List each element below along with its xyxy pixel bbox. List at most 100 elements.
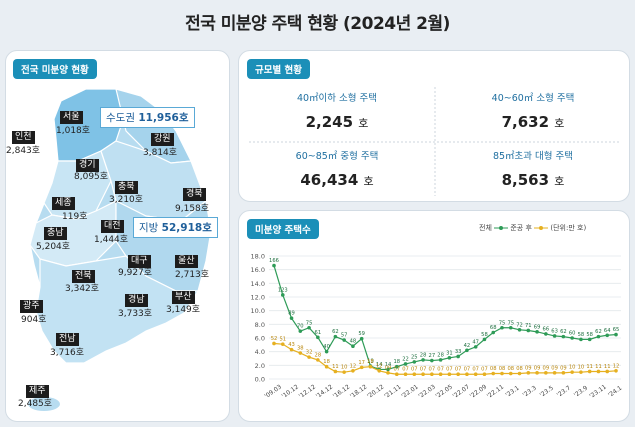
- size-cell-number-3: 46,434: [300, 171, 359, 189]
- region-value-gyeongbuk: 9,158호: [175, 204, 210, 214]
- y-tick-label: 10.0: [251, 307, 265, 315]
- data-point-total: [491, 330, 496, 335]
- local-area-label: 지방: [139, 222, 159, 234]
- x-tick-label: '22.01: [400, 383, 420, 400]
- region-value-gyeongnam: 3,733호: [118, 309, 153, 319]
- data-point-total: [307, 325, 311, 330]
- data-point-total: [438, 358, 443, 362]
- data-label-completed: 07: [464, 367, 471, 373]
- region-label-jeju: 제주: [26, 385, 49, 398]
- data-point-completed: [508, 371, 513, 376]
- data-point-completed: [394, 372, 399, 377]
- size-panel: 규모별 현황 40㎡이하 소형 주택 2,245 호 40~60㎡ 소형 주택 …: [238, 50, 630, 202]
- x-tick-label: '24.1: [607, 384, 623, 398]
- data-point-completed: [491, 371, 496, 376]
- data-point-completed: [421, 372, 425, 377]
- data-label-total: 31: [446, 350, 453, 356]
- data-label-completed: 09: [551, 365, 558, 371]
- data-point-completed: [272, 341, 276, 346]
- data-label-total: 89: [288, 311, 295, 317]
- data-label-total: 68: [490, 325, 497, 331]
- data-label-total: 62: [560, 329, 567, 335]
- region-label-seoul: 서울: [60, 111, 83, 124]
- data-label-total: 65: [613, 327, 620, 333]
- data-point-total: [272, 263, 276, 268]
- x-tick-label: '23.1: [504, 384, 520, 398]
- data-label-completed: 51: [279, 337, 286, 343]
- data-label-total: 62: [595, 329, 602, 335]
- data-point-completed: [307, 355, 311, 359]
- size-cell-number-4: 8,563: [501, 171, 550, 189]
- data-point-completed: [517, 371, 522, 376]
- data-label-completed: 10: [341, 365, 348, 371]
- data-label-total: 62: [332, 329, 339, 335]
- size-cell-value-3: 46,434 호: [247, 171, 427, 189]
- size-cell-header-4: 85㎡초과 대형 주택: [492, 151, 574, 162]
- capital-area-value: 11,956호: [138, 112, 189, 124]
- data-label-completed: 11: [332, 364, 339, 370]
- data-label-completed: 38: [297, 346, 304, 352]
- data-point-completed: [473, 372, 478, 377]
- chart-panel-title: 미분양 주택수: [247, 219, 319, 239]
- data-point-total: [447, 356, 452, 360]
- data-point-completed: [526, 371, 531, 375]
- data-point-completed: [403, 372, 408, 377]
- x-tick-label: '22.11: [486, 383, 506, 400]
- data-label-completed: 07: [446, 367, 453, 373]
- data-point-completed: [579, 370, 583, 374]
- data-point-total: [587, 337, 592, 342]
- data-label-total: 69: [534, 324, 541, 330]
- local-area-value: 52,918호: [161, 222, 212, 234]
- x-tick-label: '22.03: [417, 383, 437, 400]
- data-label-completed: 11: [586, 364, 593, 370]
- data-point-total: [342, 338, 346, 342]
- data-point-completed: [368, 364, 373, 369]
- data-point-completed: [535, 371, 539, 375]
- x-tick-label: '22.05: [434, 383, 454, 400]
- data-label-total: 58: [481, 332, 488, 338]
- data-point-total: [351, 344, 355, 348]
- series-line-completed: [273, 342, 617, 375]
- data-point-completed: [289, 347, 294, 352]
- data-label-completed: 08: [490, 366, 497, 372]
- region-label-daejeon: 대전: [101, 220, 124, 233]
- series-line-total: [273, 265, 617, 371]
- data-label-completed: 09: [560, 365, 567, 371]
- size-cell-value-1: 2,245 호: [247, 113, 427, 131]
- data-label-completed: 18: [323, 359, 330, 365]
- chart-legend: 전체 준공 후 (단위:만 호): [479, 223, 586, 233]
- data-label-completed: 07: [420, 367, 427, 373]
- data-label-total: 71: [525, 323, 532, 329]
- x-tick-label: '14.12: [315, 383, 335, 400]
- size-cell-header-1: 40㎡이하 소형 주택: [296, 93, 378, 104]
- data-label-total: 33: [455, 349, 462, 355]
- y-tick-label: 18.0: [251, 253, 265, 261]
- data-point-total: [280, 293, 285, 297]
- data-point-total: [333, 334, 338, 339]
- region-label-busan: 부산: [172, 291, 195, 304]
- data-point-completed: [386, 371, 390, 375]
- local-area-total: 지방 52,918호: [133, 217, 218, 238]
- data-label-completed: 17: [358, 360, 365, 366]
- line-chart: 0.0 2.0 4.0 6.0 8.0 10.0 12.0 14.0 16.0 18.0 '09.0…: [251, 253, 624, 401]
- capital-area-label: 수도권: [106, 112, 135, 124]
- size-cell-number-2: 7,632: [501, 113, 550, 131]
- data-point-total: [552, 334, 557, 338]
- region-value-jeju: 2,485호: [18, 399, 53, 409]
- data-point-completed: [605, 369, 610, 374]
- region-label-chungbuk: 충북: [115, 181, 138, 194]
- data-point-total: [561, 334, 566, 339]
- data-label-completed: 07: [411, 367, 418, 373]
- x-tick-label: '12.12: [298, 383, 318, 400]
- data-label-total: 47: [472, 339, 479, 345]
- data-label-completed: 12: [613, 363, 620, 369]
- data-label-completed: 10: [578, 365, 585, 371]
- data-label-total: 63: [551, 328, 558, 334]
- data-label-total: 28: [437, 352, 444, 358]
- data-label-completed: 12: [376, 363, 383, 369]
- region-value-daegu: 9,927호: [118, 268, 153, 278]
- data-point-completed: [342, 370, 346, 374]
- data-point-completed: [587, 369, 592, 374]
- data-point-total: [394, 364, 399, 369]
- data-label-completed: 12: [350, 363, 357, 369]
